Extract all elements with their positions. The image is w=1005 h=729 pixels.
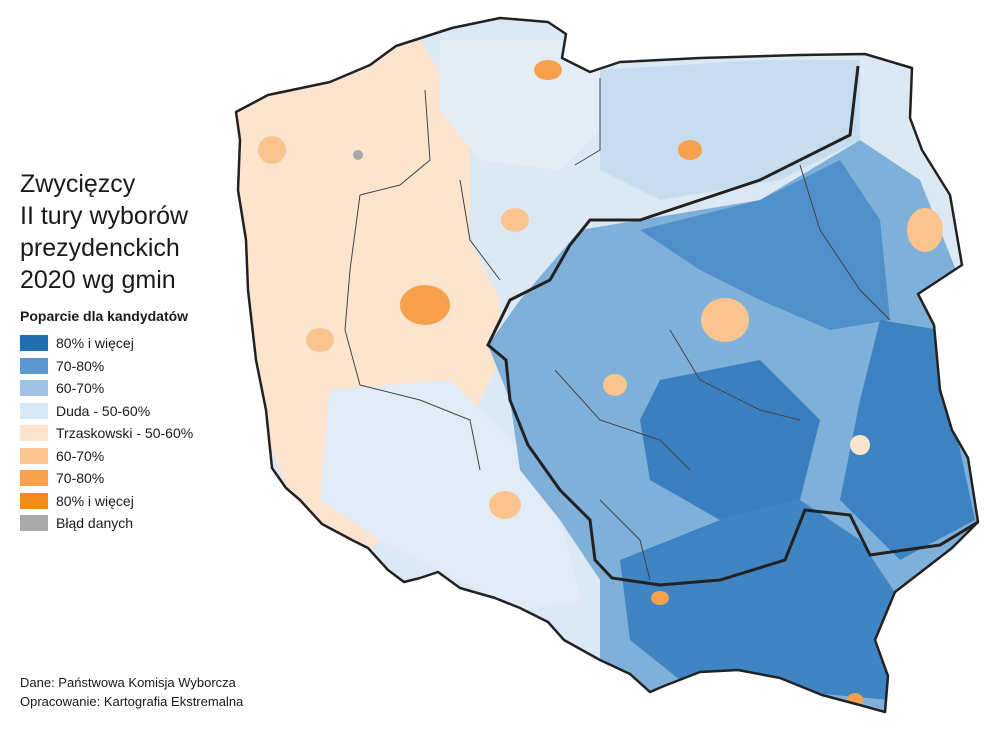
border-mid xyxy=(459,179,501,281)
grey-spot-error xyxy=(353,150,363,160)
partition-boundary xyxy=(486,65,979,587)
source-note: Dane: Państwowa Komisja Wyborcza Opracow… xyxy=(20,673,243,711)
legend-item: 70-80% xyxy=(20,355,260,378)
legend-items: 80% i więcej 70-80% 60-70% Duda - 50-60% Trz… xyxy=(20,332,260,535)
orange-spot-gdansk xyxy=(534,60,562,80)
region-central-east-dark xyxy=(640,360,820,520)
border-lodz xyxy=(554,369,691,471)
legend-item: Duda - 50-60% xyxy=(20,400,260,423)
legend-swatch xyxy=(20,492,48,509)
region-east-mid xyxy=(640,160,890,330)
legend-item: Trzaskowski - 50-60% xyxy=(20,422,260,445)
title-line-1: Zwycięzcy xyxy=(20,170,136,198)
region-south-west-pale xyxy=(320,380,580,610)
border-west-north xyxy=(359,89,431,196)
legend-label: Trzaskowski - 50-60% xyxy=(56,425,194,442)
orange-spot-krakow xyxy=(651,591,669,605)
border-masovia xyxy=(669,329,801,421)
country-outline xyxy=(234,16,980,714)
region-north-pale xyxy=(440,40,610,170)
legend-swatch xyxy=(20,447,48,464)
title-line-4: 2020 wg gmin xyxy=(20,266,176,294)
region-south-east-dark xyxy=(620,500,900,700)
legend-label: 80% i więcej xyxy=(56,492,134,509)
legend: Poparcie dla kandydatów 80% i więcej 70-8… xyxy=(20,308,260,535)
legend-label: 60-70% xyxy=(56,380,105,397)
legend-swatch xyxy=(20,357,48,374)
region-north-east-light xyxy=(600,60,860,200)
orange-spot-warsaw xyxy=(701,298,749,342)
orange-spot-lublin xyxy=(850,435,870,455)
legend-item: 80% i więcej xyxy=(20,490,260,513)
legend-item: 70-80% xyxy=(20,467,260,490)
orange-spot-zielona xyxy=(306,328,334,352)
legend-label: 80% i więcej xyxy=(56,335,134,352)
border-west-central xyxy=(344,194,361,386)
legend-label: Błąd danych xyxy=(56,515,134,532)
legend-label: Duda - 50-60% xyxy=(56,402,151,419)
title-line-2: II tury wyborów xyxy=(20,202,189,230)
orange-spot-wroclaw xyxy=(489,491,521,519)
legend-label: 70-80% xyxy=(56,357,105,374)
legend-swatch xyxy=(20,380,48,397)
legend-swatch xyxy=(20,402,48,419)
border-pomerania xyxy=(574,78,601,166)
border-silesia xyxy=(599,499,651,581)
legend-label: 60-70% xyxy=(56,447,105,464)
orange-spot-lodz xyxy=(603,374,627,396)
legend-swatch xyxy=(20,425,48,442)
orange-spot-poznan xyxy=(400,285,450,325)
legend-swatch xyxy=(20,515,48,532)
source-data: Dane: Państwowa Komisja Wyborcza xyxy=(20,675,236,690)
title-line-3: prezydenckich xyxy=(20,234,180,262)
orange-spot-olsztyn xyxy=(678,140,702,160)
legend-swatch xyxy=(20,335,48,352)
legend-swatch xyxy=(20,470,48,487)
legend-label: 70-80% xyxy=(56,470,105,487)
legend-item: 60-70% xyxy=(20,377,260,400)
voivodeship-borders xyxy=(344,78,891,581)
orange-spot-szczecin xyxy=(258,136,286,164)
orange-spot-bialystok xyxy=(907,208,943,252)
legend-item: 60-70% xyxy=(20,445,260,468)
source-author: Opracowanie: Kartografia Ekstremalna xyxy=(20,694,244,709)
legend-item: 80% i więcej xyxy=(20,332,260,355)
legend-heading: Poparcie dla kandydatów xyxy=(20,308,189,324)
orange-spot-bydgoszcz xyxy=(501,208,529,232)
legend-item: Błąd danych xyxy=(20,512,260,535)
border-podlasie xyxy=(799,164,891,321)
border-southwest xyxy=(359,384,481,471)
map-title: Zwycięzcy II tury wyborów prezydenckich … xyxy=(20,168,260,296)
